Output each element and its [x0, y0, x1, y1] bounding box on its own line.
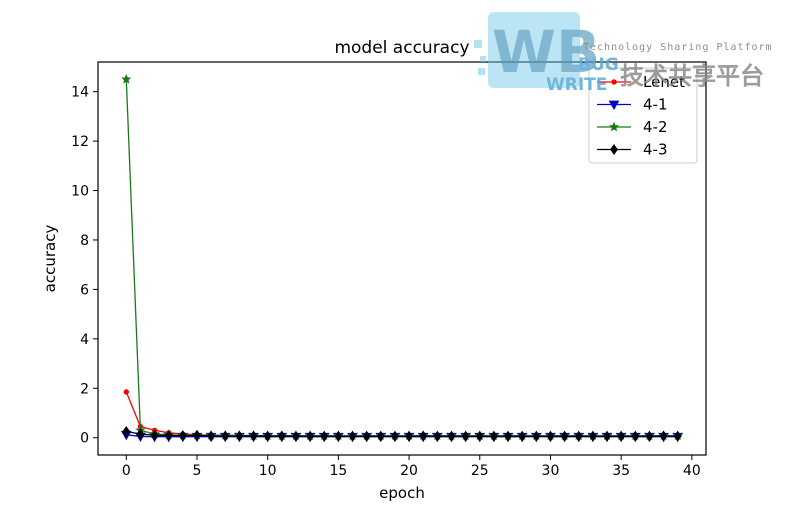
series-4-3 [122, 426, 682, 442]
data-point-4-3 [475, 430, 484, 442]
y-axis-title: accuracy [41, 225, 59, 293]
watermark-write-text: WRITE [546, 75, 607, 95]
data-point-4-3 [376, 430, 385, 442]
data-point-4-3 [122, 426, 131, 437]
legend-marker [608, 100, 620, 111]
data-point-4-3 [659, 430, 668, 442]
y-tick-label: 8 [80, 233, 89, 249]
watermark-logo-text: WB [492, 18, 600, 86]
data-point-4-3 [207, 430, 216, 442]
legend-label: 4-3 [643, 141, 668, 159]
data-point-4-3 [532, 430, 541, 442]
data-point-4-3 [348, 430, 357, 442]
data-point-4-3 [546, 430, 555, 442]
legend-marker [610, 144, 618, 155]
x-tick-label: 5 [193, 463, 202, 479]
watermark-tagline: Technology Sharing Platform [583, 42, 773, 53]
legend-item-4-1: 4-1 [597, 96, 668, 114]
legend-marker [608, 121, 620, 132]
data-point-4-2 [121, 73, 132, 84]
data-point-4-3 [277, 430, 286, 442]
legend-item-4-3: 4-3 [597, 141, 668, 159]
data-point-Lenet [123, 389, 129, 395]
watermark-cn-text: 技术共享平台 [620, 62, 764, 90]
series-Lenet [123, 389, 681, 439]
legend-label: Lenet [643, 73, 685, 91]
y-tick-label: 6 [80, 282, 89, 298]
y-tick-label: 2 [80, 381, 89, 397]
x-axis: 0 5 10 15 20 25 30 35 40 [122, 455, 701, 479]
data-point-4-3 [362, 430, 371, 442]
data-point-4-3 [391, 430, 399, 442]
data-point-4-3 [405, 430, 413, 442]
x-tick-label: 40 [683, 463, 701, 479]
data-point-4-3 [292, 430, 300, 442]
legend-item-Lenet: Lenet [597, 73, 685, 91]
y-tick-label: 10 [71, 184, 89, 200]
legend-label: 4-1 [643, 96, 668, 114]
data-point-4-3 [320, 430, 329, 442]
data-point-4-3 [617, 430, 626, 442]
data-point-4-3 [178, 430, 187, 442]
series-line-4-3 [126, 430, 678, 437]
data-point-4-3 [164, 430, 173, 441]
data-point-4-3 [193, 429, 201, 441]
data-point-4-3 [136, 428, 145, 440]
data-point-4-3 [235, 430, 244, 442]
watermark-logo-block [488, 12, 580, 88]
data-point-4-3 [447, 430, 456, 442]
x-tick-label: 20 [400, 463, 418, 479]
data-point-4-3 [588, 430, 597, 442]
x-tick-label: 30 [542, 463, 560, 479]
y-tick-label: 14 [71, 85, 89, 101]
data-point-4-3 [673, 430, 682, 442]
x-tick-label: 15 [329, 463, 347, 479]
y-tick-label: 4 [80, 332, 89, 348]
data-point-4-3 [150, 429, 159, 441]
y-axis: 0 2 4 6 8 10 12 14 [71, 85, 98, 447]
data-point-4-3 [504, 430, 512, 442]
watermark-pixel [474, 40, 482, 48]
data-point-4-3 [433, 430, 442, 442]
x-tick-label: 10 [259, 463, 277, 479]
data-point-4-3 [631, 430, 640, 442]
x-tick-label: 25 [471, 463, 489, 479]
x-tick-label: 35 [612, 463, 630, 479]
watermark-pixel [478, 68, 485, 75]
data-point-4-3 [263, 430, 272, 442]
y-tick-label: 0 [80, 431, 89, 447]
data-point-4-3 [489, 430, 498, 442]
x-axis-title: epoch [379, 484, 425, 502]
legend-label: 4-2 [643, 118, 668, 136]
legend-marker [611, 79, 617, 85]
data-point-4-3 [603, 430, 611, 442]
watermark-bug-text: BUG [578, 55, 619, 75]
data-point-4-3 [334, 430, 343, 442]
legend-item-4-2: 4-2 [597, 118, 668, 136]
y-tick-label: 12 [71, 134, 89, 150]
data-point-4-3 [306, 430, 315, 442]
data-point-4-3 [461, 430, 470, 442]
data-point-4-3 [574, 430, 583, 442]
legend-box [588, 67, 698, 164]
watermark-logo: WB BUG WRITE Technology Sharing Platform… [474, 12, 773, 95]
data-point-4-3 [645, 430, 654, 442]
data-point-4-3 [560, 430, 569, 442]
data-point-4-3 [249, 430, 258, 442]
plot-frame [97, 61, 707, 456]
series-line-Lenet [125, 391, 678, 437]
x-tick-label: 0 [122, 463, 131, 479]
watermark-pixel [480, 56, 486, 62]
data-point-4-3 [221, 430, 230, 442]
data-point-4-3 [419, 430, 428, 442]
legend: Lenet 4-1 4-2 4-3 [588, 67, 698, 164]
chart-title: model accuracy [334, 38, 469, 58]
plot-area [120, 73, 684, 443]
data-point-4-3 [518, 430, 527, 442]
